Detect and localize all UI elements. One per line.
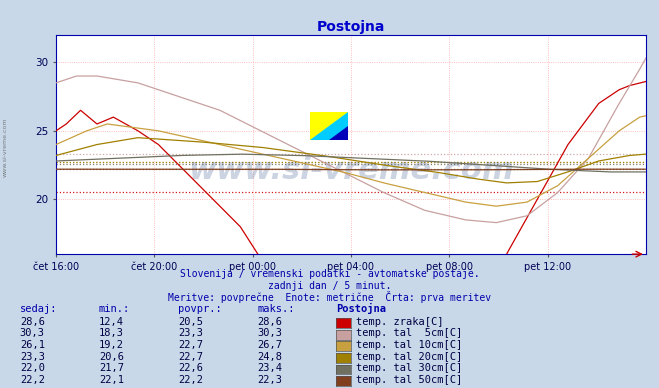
Text: 19,2: 19,2 [99,340,124,350]
Text: temp. zraka[C]: temp. zraka[C] [356,317,444,327]
Text: 23,3: 23,3 [20,352,45,362]
Text: 30,3: 30,3 [257,328,282,338]
Text: temp. tal 50cm[C]: temp. tal 50cm[C] [356,375,462,385]
Text: 12,4: 12,4 [99,317,124,327]
Text: 21,7: 21,7 [99,363,124,373]
Title: Postojna: Postojna [317,20,385,34]
Text: 23,4: 23,4 [257,363,282,373]
Text: temp. tal  5cm[C]: temp. tal 5cm[C] [356,328,462,338]
Text: Slovenija / vremenski podatki - avtomatske postaje.: Slovenija / vremenski podatki - avtomats… [180,269,479,279]
Text: 18,3: 18,3 [99,328,124,338]
Text: 22,2: 22,2 [178,375,203,385]
Text: 22,1: 22,1 [99,375,124,385]
Text: 22,0: 22,0 [20,363,45,373]
Text: 26,1: 26,1 [20,340,45,350]
Text: temp. tal 10cm[C]: temp. tal 10cm[C] [356,340,462,350]
Text: 20,5: 20,5 [178,317,203,327]
Text: 20,6: 20,6 [99,352,124,362]
Polygon shape [310,112,348,140]
Text: 22,7: 22,7 [178,340,203,350]
Text: Meritve: povprečne  Enote: metrične  Črta: prva meritev: Meritve: povprečne Enote: metrične Črta:… [168,291,491,303]
Polygon shape [310,112,348,140]
Text: sedaj:: sedaj: [20,304,57,314]
Polygon shape [329,126,348,140]
Text: 24,8: 24,8 [257,352,282,362]
Text: 23,3: 23,3 [178,328,203,338]
Text: temp. tal 20cm[C]: temp. tal 20cm[C] [356,352,462,362]
Text: zadnji dan / 5 minut.: zadnji dan / 5 minut. [268,281,391,291]
Text: maks.:: maks.: [257,304,295,314]
Text: www.si-vreme.com: www.si-vreme.com [3,118,8,177]
Text: 22,6: 22,6 [178,363,203,373]
Text: 30,3: 30,3 [20,328,45,338]
Text: 22,7: 22,7 [178,352,203,362]
Text: 22,3: 22,3 [257,375,282,385]
Text: povpr.:: povpr.: [178,304,221,314]
Text: 22,2: 22,2 [20,375,45,385]
Text: temp. tal 30cm[C]: temp. tal 30cm[C] [356,363,462,373]
Text: Postojna: Postojna [336,303,386,314]
Text: 26,7: 26,7 [257,340,282,350]
Text: 28,6: 28,6 [20,317,45,327]
Text: min.:: min.: [99,304,130,314]
Text: www.si-vreme.com: www.si-vreme.com [188,156,514,185]
Text: 28,6: 28,6 [257,317,282,327]
